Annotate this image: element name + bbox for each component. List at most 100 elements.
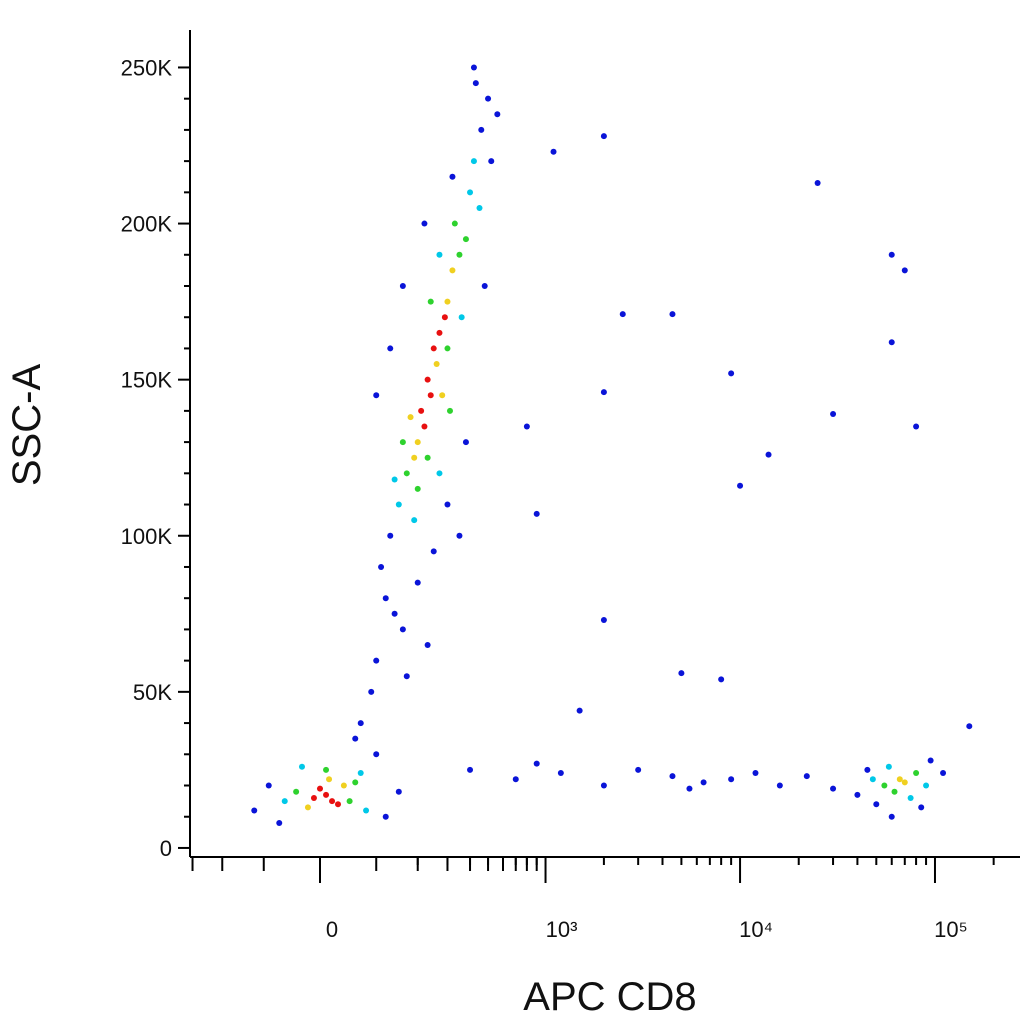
- data-point: [414, 485, 421, 492]
- data-point: [891, 788, 898, 795]
- data-point: [700, 779, 707, 786]
- data-point: [918, 804, 925, 811]
- data-point: [382, 595, 389, 602]
- data-point: [888, 339, 895, 346]
- data-point: [470, 158, 477, 165]
- data-point: [378, 563, 385, 570]
- data-point: [864, 766, 871, 773]
- data-point: [913, 770, 920, 777]
- data-point: [373, 751, 380, 758]
- data-point: [399, 626, 406, 633]
- data-point: [352, 779, 359, 786]
- data-point: [557, 770, 564, 777]
- data-point: [373, 657, 380, 664]
- data-point: [430, 345, 437, 352]
- data-point: [481, 282, 488, 289]
- data-point: [293, 788, 300, 795]
- data-point: [476, 204, 483, 211]
- data-point: [901, 267, 908, 274]
- data-point: [444, 298, 451, 305]
- x-axis-title: APC CD8: [523, 975, 696, 1019]
- data-point: [387, 345, 394, 352]
- data-point: [449, 267, 456, 274]
- data-point: [728, 370, 735, 377]
- data-point: [265, 782, 272, 789]
- data-point: [430, 548, 437, 555]
- data-point: [678, 670, 685, 677]
- y-tick-label: 250K: [121, 55, 173, 80]
- data-point: [451, 220, 458, 227]
- data-point: [424, 376, 431, 383]
- data-point: [467, 766, 474, 773]
- data-point: [523, 423, 530, 430]
- data-point: [776, 782, 783, 789]
- data-point: [427, 392, 434, 399]
- y-tick-label: 200K: [121, 212, 173, 237]
- data-point: [873, 801, 880, 808]
- data-point: [329, 798, 336, 805]
- data-point: [803, 773, 810, 780]
- data-point: [421, 220, 428, 227]
- data-point: [669, 773, 676, 780]
- data-point: [737, 482, 744, 489]
- data-point: [966, 723, 973, 730]
- data-point: [728, 776, 735, 783]
- data-point: [323, 766, 330, 773]
- data-point: [427, 298, 434, 305]
- data-point: [923, 782, 930, 789]
- data-point: [391, 476, 398, 483]
- data-point: [869, 776, 876, 783]
- data-point: [901, 779, 908, 786]
- data-point: [363, 807, 370, 814]
- data-point: [357, 720, 364, 727]
- data-point: [323, 791, 330, 798]
- data-point: [830, 410, 837, 417]
- data-point: [281, 798, 288, 805]
- data-point: [326, 776, 333, 783]
- data-point: [467, 189, 474, 196]
- data-point: [512, 776, 519, 783]
- data-point: [407, 414, 414, 421]
- data-point: [888, 813, 895, 820]
- data-point: [600, 617, 607, 624]
- data-point: [576, 707, 583, 714]
- data-point: [752, 770, 759, 777]
- data-point: [533, 510, 540, 517]
- data-point: [458, 314, 465, 321]
- y-tick-label: 100K: [121, 524, 173, 549]
- data-point: [357, 770, 364, 777]
- data-point: [399, 282, 406, 289]
- data-point: [462, 439, 469, 446]
- data-point: [352, 735, 359, 742]
- data-point: [765, 451, 772, 458]
- data-point: [686, 785, 693, 792]
- data-point: [304, 804, 311, 811]
- data-point: [436, 251, 443, 258]
- data-point: [446, 407, 453, 414]
- data-point: [276, 819, 283, 826]
- data-point: [399, 439, 406, 446]
- data-point: [913, 423, 920, 430]
- data-point: [316, 785, 323, 792]
- data-point: [456, 532, 463, 539]
- data-point: [456, 251, 463, 258]
- data-point: [940, 770, 947, 777]
- data-point: [418, 407, 425, 414]
- x-tick-label: 10⁴: [739, 917, 773, 942]
- data-point: [472, 80, 479, 87]
- data-point: [485, 95, 492, 102]
- data-point: [335, 801, 342, 808]
- data-point: [436, 470, 443, 477]
- data-point: [885, 763, 892, 770]
- data-point: [310, 794, 317, 801]
- x-tick-label: 0: [326, 917, 338, 942]
- data-point: [600, 782, 607, 789]
- data-point: [424, 642, 431, 649]
- data-point: [814, 179, 821, 186]
- data-point: [414, 579, 421, 586]
- data-point: [373, 392, 380, 399]
- data-point: [600, 133, 607, 140]
- data-point: [346, 798, 353, 805]
- data-point: [888, 251, 895, 258]
